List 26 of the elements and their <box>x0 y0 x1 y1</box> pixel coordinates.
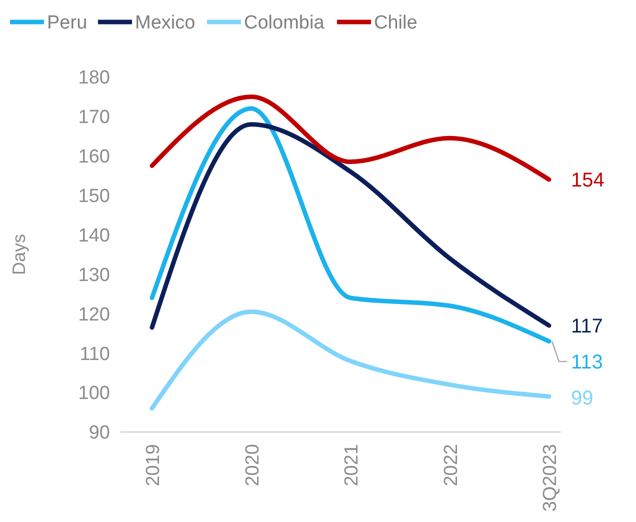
line-series <box>150 309 552 411</box>
legend-label: Colombia <box>244 12 325 34</box>
x-tick-label: 2019 <box>143 444 164 486</box>
legend-label: Chile <box>374 12 418 34</box>
x-tick-label: 2022 <box>440 444 462 486</box>
data-label: 154 <box>571 170 604 192</box>
x-tick-label: 2020 <box>242 444 264 486</box>
line-series <box>150 94 552 182</box>
data-label: 99 <box>571 388 594 410</box>
x-tick-label: 2021 <box>342 444 362 486</box>
data-label: 117 <box>571 316 603 338</box>
y-tick-label: 160 <box>78 146 110 168</box>
y-tick-label: 170 <box>78 107 110 128</box>
y-axis-title: Days <box>9 234 29 276</box>
y-tick-label: 150 <box>78 186 110 207</box>
data-label: 113 <box>571 352 603 374</box>
y-tick-label: 100 <box>78 383 110 404</box>
y-tick-label: 90 <box>88 422 110 444</box>
legend-label: Peru <box>47 12 88 34</box>
x-tick-label: 3Q2023 <box>540 444 561 512</box>
y-tick-label: 140 <box>78 225 110 246</box>
y-tick-label: 180 <box>78 68 110 89</box>
y-tick-label: 110 <box>80 344 110 365</box>
legend-label: Mexico <box>135 12 196 34</box>
y-tick-label: 130 <box>78 264 110 286</box>
y-tick-label: 120 <box>78 304 110 326</box>
